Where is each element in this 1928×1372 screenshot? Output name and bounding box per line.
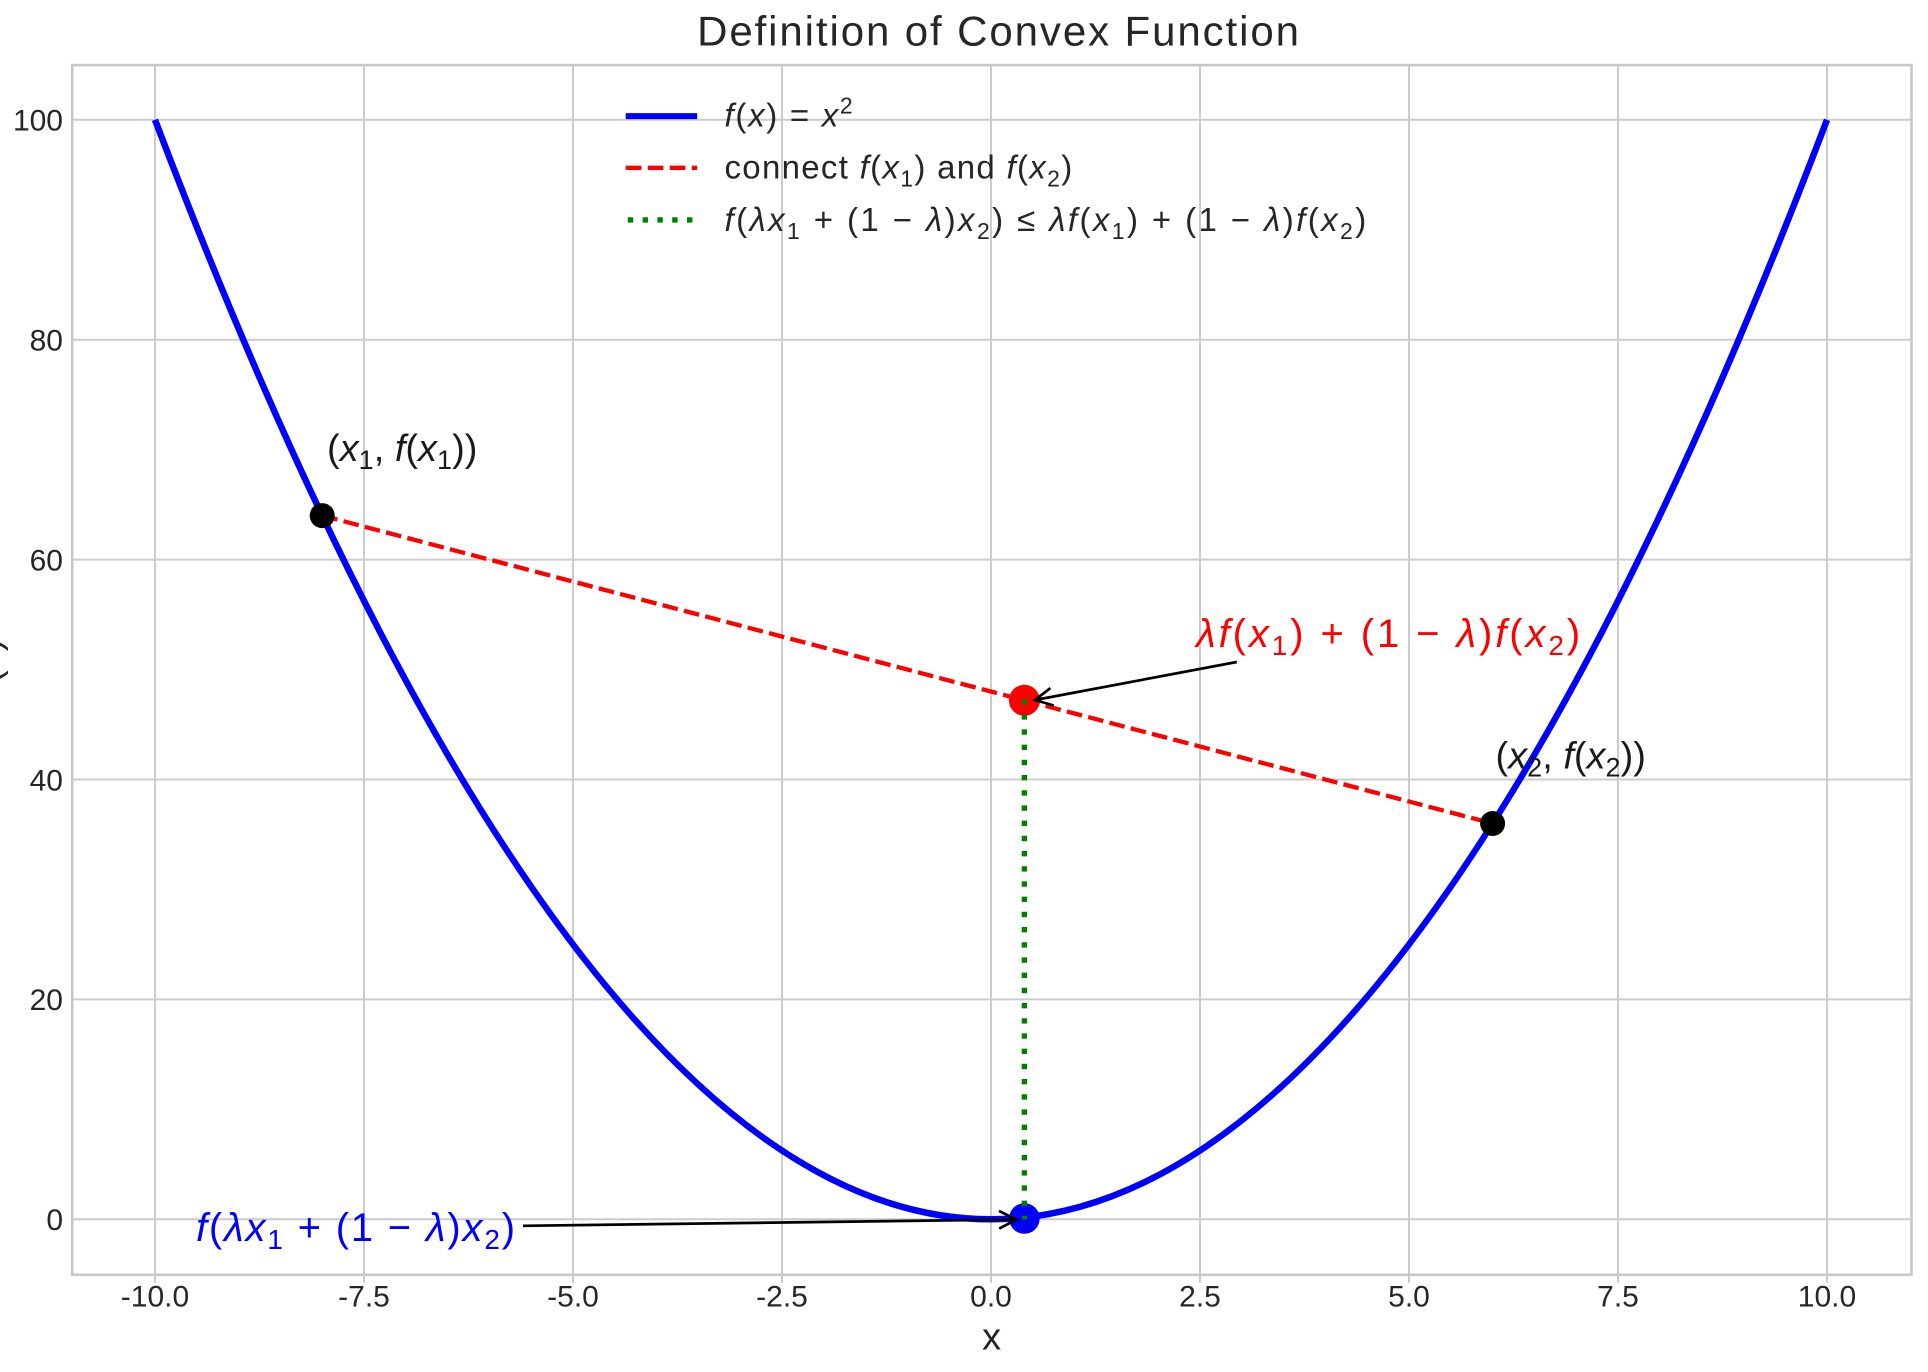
svg-text:60: 60 — [30, 544, 63, 577]
svg-text:λf(x1​) + (1 − λ)f(x2​): λf(x1​) + (1 − λ)f(x2​) — [1194, 612, 1583, 661]
svg-text:100: 100 — [13, 105, 63, 138]
svg-text:-5.0: -5.0 — [547, 1281, 599, 1314]
svg-text:connect f(x1​) and f(x2​): connect f(x1​) and f(x2​) — [725, 149, 1074, 192]
svg-text:5.0: 5.0 — [1388, 1281, 1430, 1314]
svg-text:(x2​, f(x2​)): (x2​, f(x2​)) — [1496, 736, 1646, 783]
svg-text:-7.5: -7.5 — [338, 1281, 390, 1314]
svg-text:0: 0 — [46, 1204, 63, 1237]
svg-text:x: x — [982, 1317, 1001, 1359]
svg-text:2.5: 2.5 — [1179, 1281, 1221, 1314]
svg-text:-10.0: -10.0 — [121, 1281, 189, 1314]
svg-text:f(λx1​ + (1 − λ)x2​) ≤ λf(x1​): f(λx1​ + (1 − λ)x2​) ≤ λf(x1​) + (1 − λ)… — [725, 201, 1369, 244]
svg-text:-2.5: -2.5 — [756, 1281, 808, 1314]
svg-text:f(λx1​ + (1 − λ)x2​): f(λx1​ + (1 − λ)x2​) — [196, 1206, 517, 1255]
svg-text:(x1​, f(x1​)): (x1​, f(x1​)) — [327, 428, 477, 475]
svg-text:10.0: 10.0 — [1798, 1281, 1856, 1314]
svg-text:Definition of Convex Function: Definition of Convex Function — [697, 8, 1301, 55]
svg-text:80: 80 — [30, 325, 63, 358]
svg-text:7.5: 7.5 — [1597, 1281, 1639, 1314]
svg-text:40: 40 — [30, 764, 63, 797]
svg-text:0.0: 0.0 — [970, 1281, 1012, 1314]
svg-text:f(x): f(x) — [0, 639, 9, 694]
svg-text:20: 20 — [30, 984, 63, 1017]
svg-text:f(x) = x2​: f(x) = x2​ — [725, 93, 855, 134]
